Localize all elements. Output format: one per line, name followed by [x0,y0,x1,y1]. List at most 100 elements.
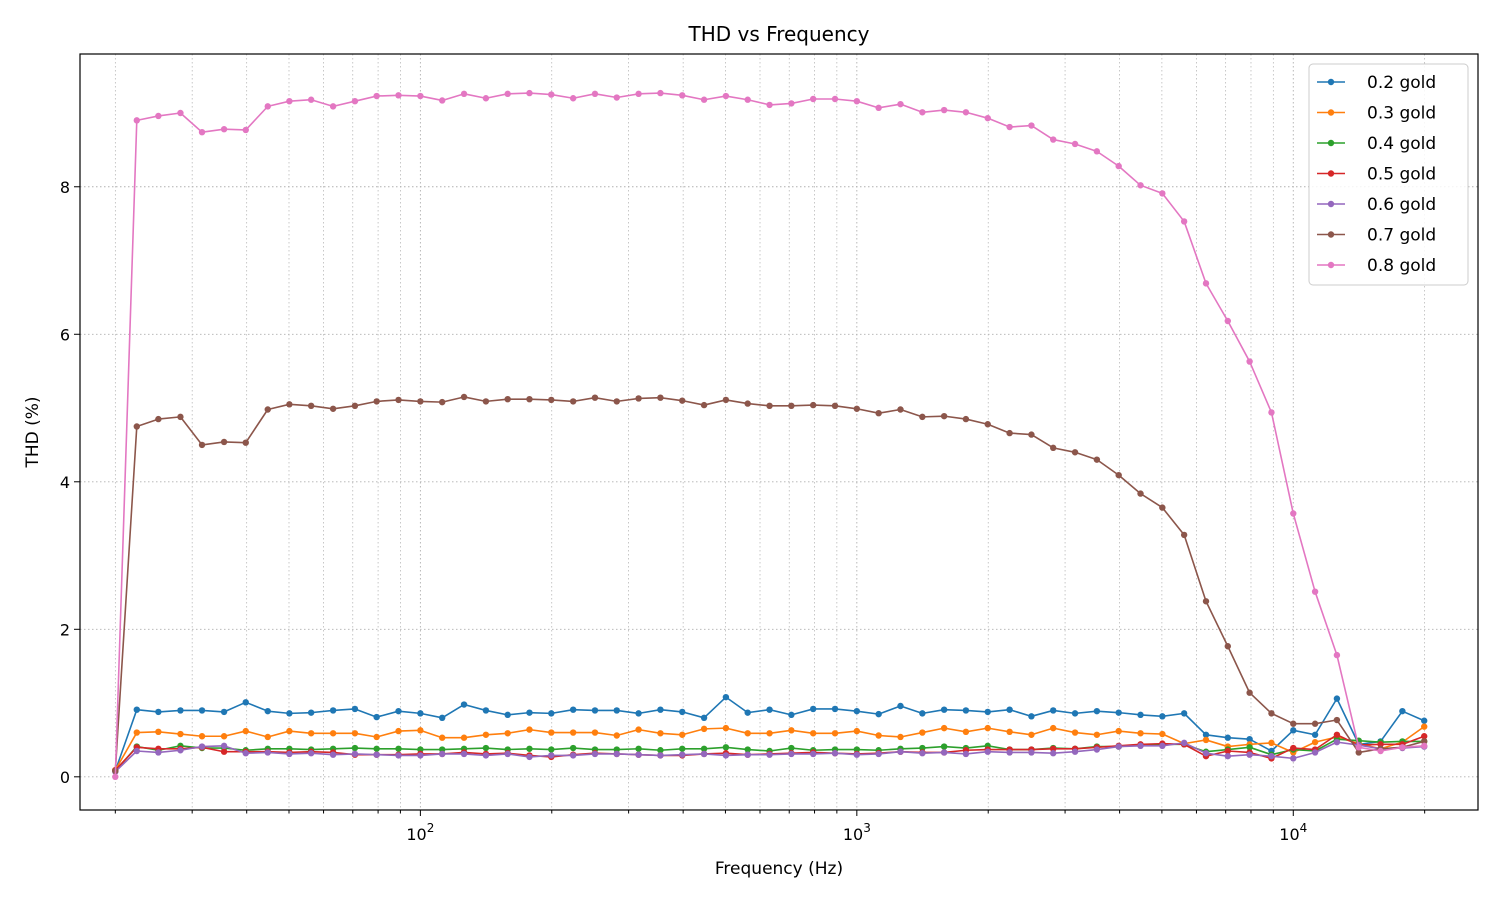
legend-item: 0.6 gold [1317,195,1436,215]
data-point [591,729,599,736]
grid-layer [80,54,1478,810]
data-point [1355,744,1362,751]
data-point [482,95,490,102]
data-point [897,100,904,108]
data-point [242,727,249,735]
data-point [1246,751,1253,758]
data-point [1180,218,1188,225]
data-point [1137,490,1144,497]
data-point [766,751,773,758]
data-point [853,98,861,105]
data-point [700,745,708,752]
data-point [1202,598,1210,605]
data-point [1050,707,1057,714]
data-point [788,711,795,719]
data-point [875,750,882,758]
data-point [526,395,533,403]
data-point [569,729,577,736]
data-point [940,412,948,420]
data-point [831,95,839,103]
data-point [439,714,446,721]
data-point [897,406,904,413]
data-point [395,752,402,759]
data-point [112,773,119,781]
data-point [373,745,380,752]
y-axis-label: THD (%) [23,396,43,468]
legend-label: 0.3 gold [1367,104,1436,124]
data-point [700,96,708,103]
data-point [809,95,817,103]
data-point [417,710,424,717]
data-point [613,707,620,714]
data-point [1115,709,1122,716]
data-point [329,103,337,110]
data-point [1028,713,1035,720]
data-point [242,699,249,706]
data-point [1115,727,1122,735]
data-point [351,730,359,737]
data-point [177,730,184,738]
data-point [504,750,511,758]
data-point [1093,456,1101,463]
data-point [548,752,555,759]
data-point [373,398,380,405]
data-point [635,710,642,717]
data-point [700,750,708,758]
data-point [1093,707,1101,715]
data-point [1028,122,1035,129]
data-point [417,746,424,753]
data-point [809,730,817,737]
data-point [1006,749,1013,756]
data-point [984,421,991,428]
plot-frame [79,53,1479,811]
data-point [1028,431,1035,438]
data-point [831,750,839,757]
series-0-8-gold [112,89,1428,781]
data-point [1311,731,1319,738]
data-point [591,394,599,401]
data-point [177,707,184,714]
data-point [1399,744,1406,751]
data-point [351,744,359,752]
data-point [1159,190,1166,197]
data-point [1399,707,1406,715]
data-point [264,406,271,413]
data-point [569,706,577,713]
data-point [897,702,904,710]
legend-label: 0.4 gold [1367,134,1436,154]
data-point [220,742,228,750]
data-point [526,89,533,97]
data-point [1290,510,1297,517]
data-point [460,393,468,401]
data-point [875,710,882,718]
data-point [1421,733,1428,740]
legend-label: 0.7 gold [1367,226,1436,246]
data-point [417,92,424,100]
data-point [526,726,533,733]
data-point [744,730,751,737]
data-point [613,94,620,101]
x-tick-label: 103 [843,821,871,844]
data-point [809,750,817,758]
data-point [329,751,337,758]
data-point [1421,717,1428,724]
data-point [242,439,249,446]
data-point [1268,739,1275,747]
data-point [1006,728,1013,736]
y-tick-label: 2 [60,620,70,639]
data-point [962,707,970,714]
data-point [679,751,686,758]
data-point [591,707,599,714]
x-axis-label: Frequency (Hz) [715,859,843,879]
series-line [114,92,1425,777]
data-point [439,97,446,104]
data-point [482,744,490,752]
data-point [962,109,970,116]
data-point [788,100,795,107]
data-point [264,707,271,715]
y-tick-label: 0 [60,768,70,787]
data-point [460,90,468,98]
data-point [286,727,293,735]
legend-label: 0.6 gold [1367,195,1436,215]
data-point [220,733,228,740]
